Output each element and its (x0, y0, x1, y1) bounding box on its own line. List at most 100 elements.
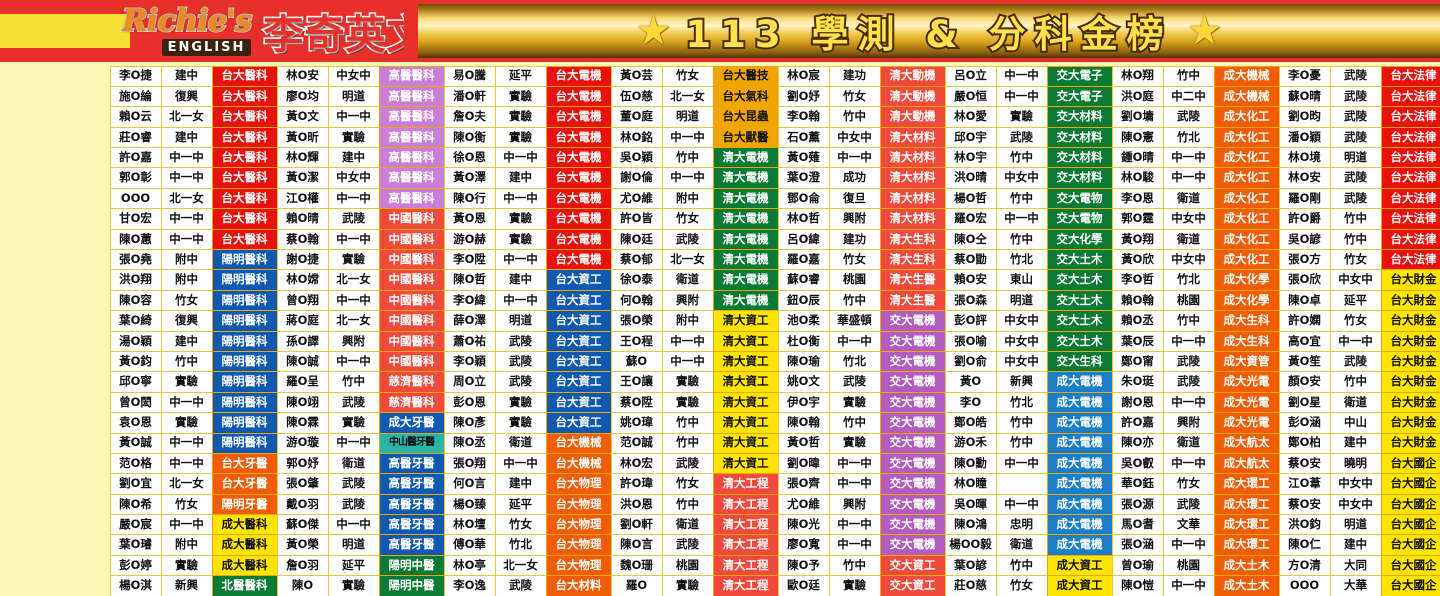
student-school-cell: 中一中 (828, 452, 881, 475)
table-row: 林O愛 實驗 交大材料 (944, 106, 1113, 128)
admitted-department-cell: 台大醫科 (211, 147, 278, 169)
table-row: 劉O宜 北一女 台大牙醫 (109, 473, 278, 495)
student-name-cell: 林O境 (1278, 147, 1331, 169)
student-school-cell: 竹中 (1162, 65, 1215, 87)
table-row: 羅O宏 中一中 交大電物 (944, 208, 1113, 230)
student-school-cell: 武陵 (1162, 350, 1215, 373)
student-name-cell: 游O赫 (443, 228, 496, 251)
student-name-cell: 呂O緯 (777, 228, 830, 251)
student-name-cell: 黃O澤 (443, 167, 496, 189)
admitted-department-cell: 交大土木 (1046, 269, 1113, 291)
table-row: 孫O譯 興附 中國醫科 (276, 330, 445, 352)
admitted-department-cell: 成大醫科 (211, 514, 278, 536)
student-name-cell: 陳O容 (109, 289, 162, 312)
student-name-cell: 張O森 (944, 289, 997, 312)
student-name-cell: 洪O晴 (944, 167, 997, 189)
table-row: 張O喻 中女中 交大土木 (944, 330, 1113, 352)
student-school-cell: 北一女 (661, 85, 714, 108)
admitted-department-cell: 成大航太 (1213, 432, 1280, 454)
admitted-department-cell: 台大財金 (1380, 371, 1440, 393)
admitted-department-cell: 成大電機 (1046, 493, 1113, 516)
student-school-cell: 竹女 (995, 575, 1048, 596)
admitted-department-cell: 清大材料 (879, 126, 946, 149)
table-row: 陳O蕙 中一中 台大醫科 (109, 228, 278, 251)
student-name-cell: 黃O哲 (777, 432, 830, 454)
student-school-cell: 竹中 (661, 432, 714, 454)
student-school-cell: 北一女 (661, 249, 714, 271)
admitted-department-cell: 清大動機 (879, 85, 946, 108)
table-row: 顏O安 竹中 台大財金 (1278, 371, 1440, 393)
student-school-cell: 竹女 (1329, 249, 1382, 271)
student-school-cell: 桃園 (661, 554, 714, 577)
table-row: 伍O慈 北一女 台大氣科 (610, 85, 779, 108)
table-row: 莊O慈 竹女 成大資工 (944, 575, 1113, 596)
table-row: 陳O容 竹女 陽明醫科 (109, 289, 278, 312)
student-school-cell: 北一女 (160, 473, 213, 495)
admitted-department-cell: 台大財金 (1380, 391, 1440, 414)
table-row: 許O爵 竹中 台大法律 (1278, 208, 1440, 230)
student-name-cell: 林O壇 (443, 514, 496, 536)
student-name-cell: 鄧O侖 (777, 187, 830, 210)
table-row: 張O齊 中一中 交大電機 (777, 473, 946, 495)
student-name-cell: 賴O云 (109, 106, 162, 128)
admitted-department-cell: 成大電機 (1046, 514, 1113, 536)
student-name-cell: 呂O立 (944, 65, 997, 87)
table-row: 石O薰 中女中 清大材料 (777, 126, 946, 149)
admitted-department-cell: 台大物理 (545, 514, 612, 536)
table-row: 詹O夫 實驗 台大電機 (443, 106, 612, 128)
table-row: 張O堯 附中 陽明醫科 (109, 249, 278, 271)
table-row: 陳O光 中一中 交大電機 (777, 514, 946, 536)
table-row: 羅O剛 武陵 台大法律 (1278, 187, 1440, 210)
table-row: 林O翔 竹中 成大機械 (1111, 65, 1280, 87)
admitted-department-cell: 台大電機 (545, 147, 612, 169)
admitted-department-cell: 成大電機 (1046, 412, 1113, 434)
student-name-cell: 李O哲 (1111, 269, 1164, 291)
student-name-cell: 林O宇 (944, 147, 997, 169)
student-name-cell: 楊O臻 (443, 493, 496, 516)
table-row: 賴O安 東山 交大土木 (944, 269, 1113, 291)
table-row: 吳O暉 中一中 成大電機 (944, 493, 1113, 516)
admitted-department-cell: 台大醫科 (211, 85, 278, 108)
results-column-block: 呂O立 中一中 交大電子 嚴O恒 中一中 交大電子 林O愛 實驗 交大材料 邱O宇 武陵 交大材料 林O… (944, 65, 1113, 596)
table-row: 董O庭 明道 台大昆蟲 (610, 106, 779, 128)
table-row: 楊O哲 竹中 交大電物 (944, 187, 1113, 210)
student-name-cell: 彭O恩 (443, 391, 496, 414)
admitted-department-cell: 成大環工 (1213, 514, 1280, 536)
student-school-cell: 竹北 (1162, 126, 1215, 149)
student-school-cell: 中女中 (1162, 208, 1215, 230)
student-name-cell: 林O輝 (276, 147, 329, 169)
admitted-department-cell: 台大財金 (1380, 289, 1440, 312)
table-row: 黃O昕 實驗 高醫醫科 (276, 126, 445, 149)
table-row: 黃O翔 衛道 成大化工 (1111, 228, 1280, 251)
table-row: 葉O璿 附中 成大醫科 (109, 534, 278, 556)
student-name-cell: 林O安 (276, 65, 329, 87)
student-school-cell: 中一中 (160, 391, 213, 414)
student-school-cell: 竹女 (160, 289, 213, 312)
admitted-department-cell: 成大環工 (1213, 493, 1280, 516)
student-school-cell: 竹女 (828, 249, 881, 271)
table-row: 謝O捷 實驗 中國醫科 (276, 249, 445, 271)
admitted-department-cell: 清大資工 (712, 371, 779, 393)
table-row: 曾O瑜 桃園 成大土木 (1111, 554, 1280, 577)
table-row: 嚴O宸 中一中 成大醫科 (109, 514, 278, 536)
table-row: 劉O妤 竹女 清大動機 (777, 85, 946, 108)
admitted-department-cell: 清大材料 (879, 187, 946, 210)
banner-top-stripe (0, 0, 1440, 7)
table-row: 蕭O祐 武陵 台大資工 (443, 330, 612, 352)
admitted-department-cell: 台大國企 (1380, 473, 1440, 495)
student-school-cell: 中一中 (828, 330, 881, 352)
student-school-cell: 竹中 (995, 147, 1048, 169)
admitted-department-cell: 高醫醫科 (378, 106, 445, 128)
admitted-department-cell: 成大電機 (1046, 534, 1113, 556)
table-row: 楊OO毅 衛道 成大電機 (944, 534, 1113, 556)
student-name-cell: 林O亭 (443, 554, 496, 577)
student-school-cell: 明道 (494, 310, 547, 332)
table-row: 劉O星 衛道 台大財金 (1278, 391, 1440, 414)
student-name-cell: 廖O寬 (777, 534, 830, 556)
student-school-cell: 附中 (160, 534, 213, 556)
admitted-department-cell: 台大機械 (545, 452, 612, 475)
admitted-department-cell: 成大生科 (1213, 330, 1280, 352)
student-name-cell: 黃O翔 (1111, 228, 1164, 251)
table-row: 郭O彰 中一中 台大醫科 (109, 167, 278, 189)
admitted-department-cell: 交大電機 (879, 514, 946, 536)
